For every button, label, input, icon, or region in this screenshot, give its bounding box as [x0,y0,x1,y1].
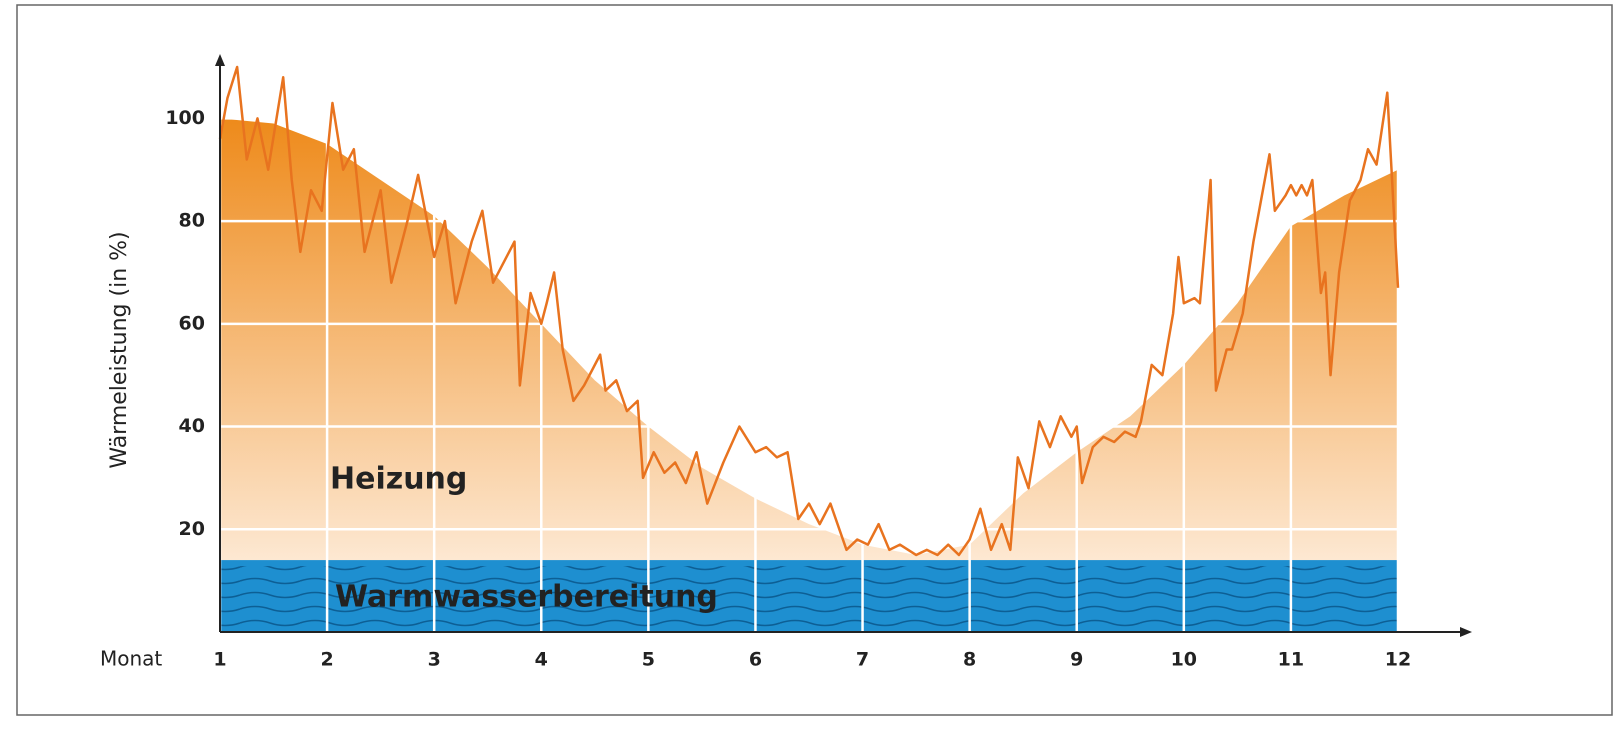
y-axis-label: Wärmeleistung (in %) [107,231,132,468]
y-tick-label: 80 [179,210,205,232]
frame [16,4,1613,716]
x-tick-label: 8 [963,649,976,671]
line [218,65,1400,557]
x-tick-label: 10 [1171,649,1197,671]
x-tick-label: 12 [1385,649,1411,671]
x-tick-label: 6 [749,649,762,671]
area [220,118,1398,632]
x-tick-label: 3 [428,649,441,671]
y-tick-label: 100 [165,107,205,129]
series-label: Warmwasserbereitung [335,580,718,615]
band-waves [220,566,1398,630]
series-label: Heizung [330,462,467,497]
y-tick-label: 60 [179,312,205,334]
x-tick-label: 7 [856,649,869,671]
y-axis-arrow [215,54,225,66]
x-tick-label: 2 [320,649,333,671]
x-tick-label: 4 [535,649,548,671]
x-tick-label: 9 [1070,649,1083,671]
y-tick-label: 40 [179,415,205,437]
x-axis-arrow [1460,627,1472,637]
x-tick-label: 1 [213,649,226,671]
x-tick-label: 5 [642,649,655,671]
x-tick-label: 11 [1278,649,1304,671]
x-axis-label: Monat [100,647,162,671]
y-tick-label: 20 [179,518,205,540]
